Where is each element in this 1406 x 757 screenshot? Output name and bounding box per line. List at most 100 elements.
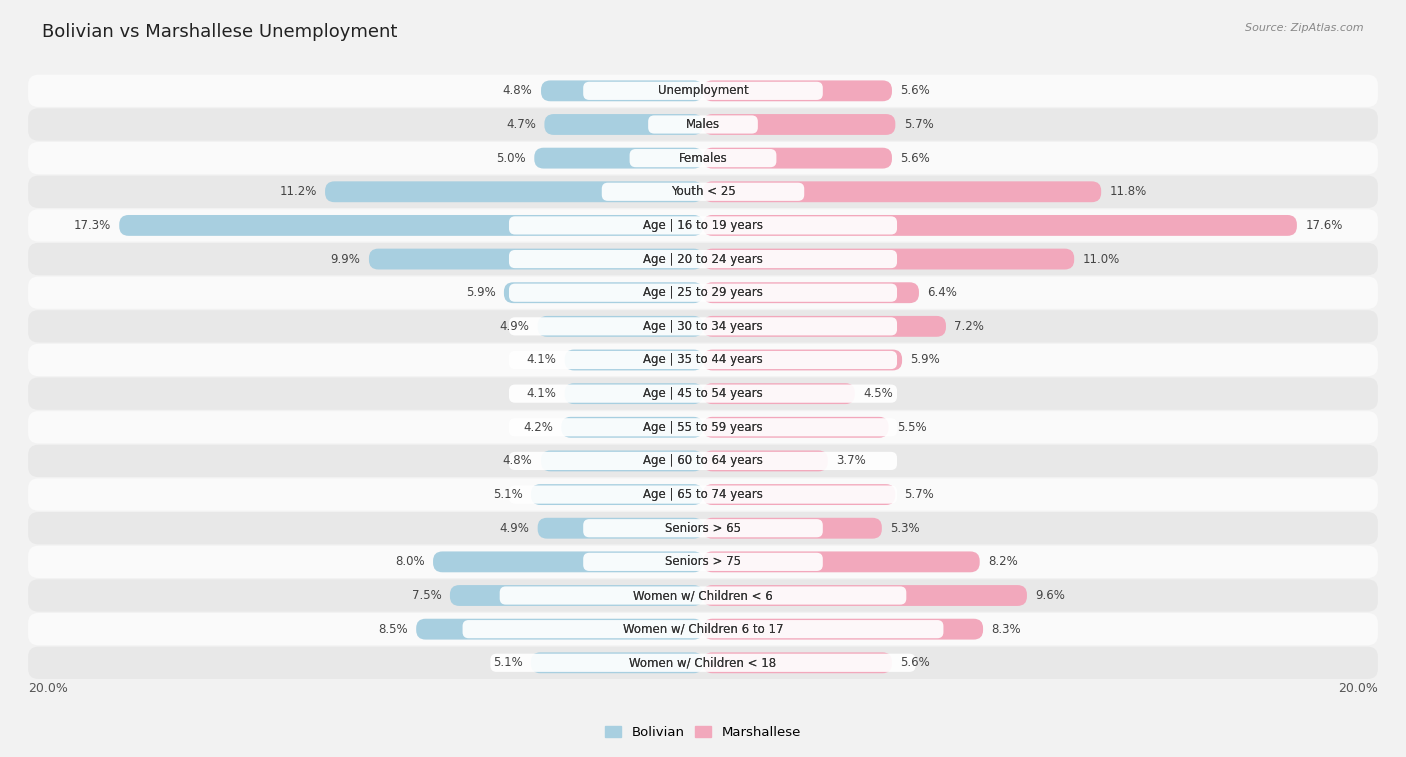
FancyBboxPatch shape <box>602 182 804 201</box>
FancyBboxPatch shape <box>368 248 703 269</box>
Text: 5.6%: 5.6% <box>900 656 931 669</box>
FancyBboxPatch shape <box>703 618 983 640</box>
Text: 4.1%: 4.1% <box>526 387 557 400</box>
Text: Age | 25 to 29 years: Age | 25 to 29 years <box>643 286 763 299</box>
FancyBboxPatch shape <box>703 484 896 505</box>
Text: 17.3%: 17.3% <box>73 219 111 232</box>
Text: 8.3%: 8.3% <box>991 623 1021 636</box>
Text: Females: Females <box>679 151 727 164</box>
Text: 9.9%: 9.9% <box>330 253 360 266</box>
Text: 11.8%: 11.8% <box>1109 185 1147 198</box>
Text: 5.9%: 5.9% <box>465 286 495 299</box>
FancyBboxPatch shape <box>583 519 823 537</box>
FancyBboxPatch shape <box>544 114 703 135</box>
FancyBboxPatch shape <box>703 215 1296 236</box>
FancyBboxPatch shape <box>531 484 703 505</box>
Text: Females: Females <box>679 151 727 164</box>
Text: Age | 55 to 59 years: Age | 55 to 59 years <box>643 421 763 434</box>
Text: Age | 55 to 59 years: Age | 55 to 59 years <box>643 421 763 434</box>
FancyBboxPatch shape <box>28 142 1378 174</box>
FancyBboxPatch shape <box>703 248 1074 269</box>
FancyBboxPatch shape <box>703 80 891 101</box>
FancyBboxPatch shape <box>703 148 891 169</box>
FancyBboxPatch shape <box>28 75 1378 107</box>
FancyBboxPatch shape <box>583 82 823 100</box>
FancyBboxPatch shape <box>703 316 946 337</box>
Text: 7.2%: 7.2% <box>955 320 984 333</box>
FancyBboxPatch shape <box>499 587 907 605</box>
FancyBboxPatch shape <box>509 284 897 302</box>
FancyBboxPatch shape <box>28 512 1378 544</box>
Text: Age | 60 to 64 years: Age | 60 to 64 years <box>643 454 763 467</box>
FancyBboxPatch shape <box>531 653 703 673</box>
FancyBboxPatch shape <box>433 551 703 572</box>
Text: 4.1%: 4.1% <box>526 354 557 366</box>
FancyBboxPatch shape <box>28 243 1378 276</box>
Text: Women w/ Children < 6: Women w/ Children < 6 <box>633 589 773 602</box>
FancyBboxPatch shape <box>28 478 1378 511</box>
FancyBboxPatch shape <box>503 282 703 303</box>
Text: 5.3%: 5.3% <box>890 522 920 534</box>
Text: Age | 20 to 24 years: Age | 20 to 24 years <box>643 253 763 266</box>
Text: Age | 65 to 74 years: Age | 65 to 74 years <box>643 488 763 501</box>
FancyBboxPatch shape <box>28 209 1378 241</box>
FancyBboxPatch shape <box>509 217 897 235</box>
Text: 17.6%: 17.6% <box>1305 219 1343 232</box>
FancyBboxPatch shape <box>28 579 1378 612</box>
Text: 4.8%: 4.8% <box>503 84 533 98</box>
FancyBboxPatch shape <box>537 518 703 539</box>
Text: Women w/ Children 6 to 17: Women w/ Children 6 to 17 <box>623 623 783 636</box>
Text: Age | 16 to 19 years: Age | 16 to 19 years <box>643 219 763 232</box>
Text: Seniors > 65: Seniors > 65 <box>665 522 741 534</box>
FancyBboxPatch shape <box>28 411 1378 444</box>
FancyBboxPatch shape <box>28 613 1378 645</box>
FancyBboxPatch shape <box>28 646 1378 679</box>
Text: 4.5%: 4.5% <box>863 387 893 400</box>
Text: Age | 25 to 29 years: Age | 25 to 29 years <box>643 286 763 299</box>
Text: 20.0%: 20.0% <box>28 681 67 694</box>
FancyBboxPatch shape <box>509 452 897 470</box>
FancyBboxPatch shape <box>509 250 897 268</box>
Text: Women w/ Children < 18: Women w/ Children < 18 <box>630 656 776 669</box>
Text: 8.2%: 8.2% <box>988 556 1018 569</box>
Text: 9.6%: 9.6% <box>1035 589 1066 602</box>
Text: 5.6%: 5.6% <box>900 84 931 98</box>
Legend: Bolivian, Marshallese: Bolivian, Marshallese <box>600 721 806 744</box>
Text: Source: ZipAtlas.com: Source: ZipAtlas.com <box>1246 23 1364 33</box>
FancyBboxPatch shape <box>541 80 703 101</box>
Text: 5.6%: 5.6% <box>900 151 931 164</box>
Text: Age | 16 to 19 years: Age | 16 to 19 years <box>643 219 763 232</box>
Text: Women w/ Children 6 to 17: Women w/ Children 6 to 17 <box>623 623 783 636</box>
Text: Age | 30 to 34 years: Age | 30 to 34 years <box>643 320 763 333</box>
Text: Women w/ Children < 18: Women w/ Children < 18 <box>630 656 776 669</box>
Text: Seniors > 75: Seniors > 75 <box>665 556 741 569</box>
Text: 5.5%: 5.5% <box>897 421 927 434</box>
FancyBboxPatch shape <box>703 450 828 472</box>
Text: 5.0%: 5.0% <box>496 151 526 164</box>
Text: Youth < 25: Youth < 25 <box>671 185 735 198</box>
Text: Age | 45 to 54 years: Age | 45 to 54 years <box>643 387 763 400</box>
Text: 6.4%: 6.4% <box>928 286 957 299</box>
FancyBboxPatch shape <box>703 350 903 370</box>
FancyBboxPatch shape <box>325 182 703 202</box>
FancyBboxPatch shape <box>416 618 703 640</box>
Text: Age | 45 to 54 years: Age | 45 to 54 years <box>643 387 763 400</box>
FancyBboxPatch shape <box>120 215 703 236</box>
FancyBboxPatch shape <box>541 450 703 472</box>
Text: 20.0%: 20.0% <box>1339 681 1378 694</box>
Text: 5.1%: 5.1% <box>492 488 523 501</box>
Text: Women w/ Children < 6: Women w/ Children < 6 <box>633 589 773 602</box>
FancyBboxPatch shape <box>28 546 1378 578</box>
Text: Age | 65 to 74 years: Age | 65 to 74 years <box>643 488 763 501</box>
FancyBboxPatch shape <box>28 378 1378 410</box>
Text: Bolivian vs Marshallese Unemployment: Bolivian vs Marshallese Unemployment <box>42 23 398 41</box>
Text: 3.7%: 3.7% <box>837 454 866 467</box>
Text: 11.0%: 11.0% <box>1083 253 1119 266</box>
Text: 5.7%: 5.7% <box>904 118 934 131</box>
Text: 4.2%: 4.2% <box>523 421 553 434</box>
FancyBboxPatch shape <box>703 114 896 135</box>
FancyBboxPatch shape <box>28 108 1378 141</box>
Text: 4.9%: 4.9% <box>499 320 529 333</box>
Text: Unemployment: Unemployment <box>658 84 748 98</box>
FancyBboxPatch shape <box>703 585 1026 606</box>
